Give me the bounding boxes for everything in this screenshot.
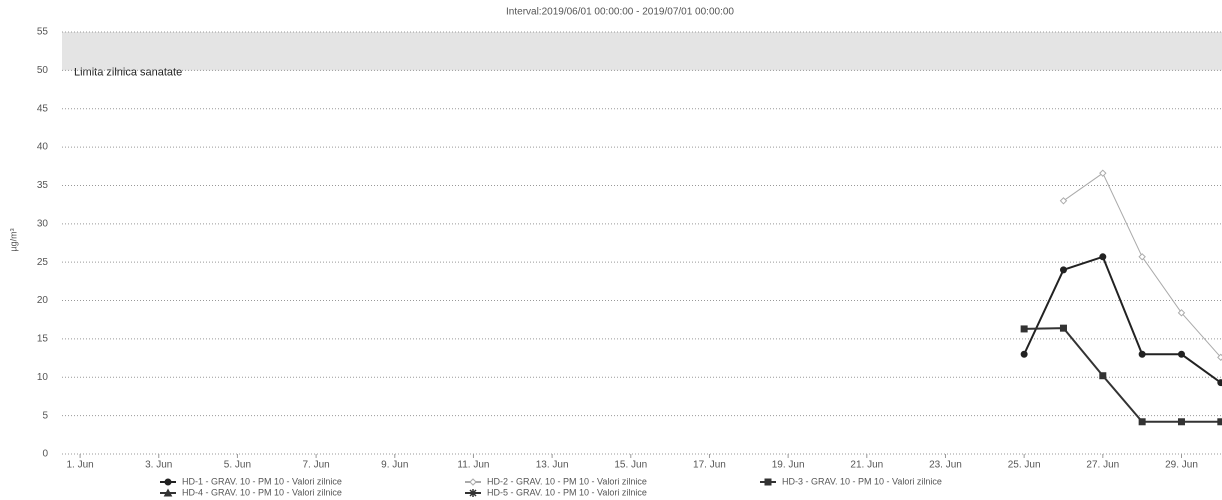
- x-tick-label: 15. Jun: [614, 460, 647, 471]
- point: [1020, 350, 1028, 358]
- plot-band: [62, 32, 1222, 71]
- x-tick-label: 5. Jun: [224, 460, 251, 471]
- x-tick-label: 29. Jun: [1165, 460, 1198, 471]
- x-tick-label: 19. Jun: [772, 460, 805, 471]
- plot-band-label: Limita zilnica sanatate: [74, 66, 182, 78]
- point: [1138, 253, 1146, 261]
- legend-item: HD-1 - GRAV. 10 - PM 10 - Valori zilnice: [160, 476, 342, 486]
- x-tick-label: 7. Jun: [302, 460, 329, 471]
- point: [163, 488, 173, 497]
- legend-label: HD-5 - GRAV. 10 - PM 10 - Valori zilnice: [487, 487, 647, 497]
- x-tick-label: 23. Jun: [929, 460, 962, 471]
- y-tick-label: 50: [37, 65, 49, 76]
- point: [1138, 350, 1146, 358]
- y-tick-label: 15: [37, 334, 49, 345]
- y-tick-label: 55: [37, 27, 49, 38]
- legend-label: HD-1 - GRAV. 10 - PM 10 - Valori zilnice: [182, 476, 342, 486]
- series-line: [1023, 255, 1222, 384]
- legend-label: HD-2 - GRAV. 10 - PM 10 - Valori zilnice: [487, 476, 647, 486]
- point: [469, 478, 477, 486]
- y-axis-label: µg/m³: [8, 228, 18, 251]
- point: [469, 489, 477, 497]
- point: [1099, 372, 1107, 380]
- legend-item: HD-3 - GRAV. 10 - PM 10 - Valori zilnice: [760, 476, 942, 486]
- point: [1217, 379, 1222, 387]
- x-tick-label: 1. Jun: [66, 460, 93, 471]
- y-tick-label: 20: [37, 295, 49, 306]
- y-tick-label: 40: [37, 142, 49, 153]
- legend-item: HD-5 - GRAV. 10 - PM 10 - Valori zilnice: [465, 487, 647, 497]
- x-tick-label: 25. Jun: [1008, 460, 1041, 471]
- y-tick-label: 5: [42, 410, 48, 421]
- x-tick-label: 11. Jun: [457, 460, 489, 471]
- point: [1099, 253, 1107, 261]
- point: [1217, 353, 1222, 362]
- point: [1177, 418, 1185, 426]
- legend-item: HD-2 - GRAV. 10 - PM 10 - Valori zilnice: [465, 476, 647, 486]
- y-tick-label: 25: [37, 257, 49, 268]
- x-tick-label: 13. Jun: [536, 460, 569, 471]
- point: [164, 478, 172, 486]
- point: [1217, 418, 1222, 426]
- y-tick-label: 0: [42, 449, 48, 460]
- point: [764, 478, 772, 486]
- point: [1059, 324, 1067, 332]
- point: [1138, 418, 1146, 426]
- legend-label: HD-4 - GRAV. 10 - PM 10 - Valori zilnice: [182, 487, 342, 497]
- x-tick-label: 21. Jun: [850, 460, 883, 471]
- x-tick-label: 17. Jun: [693, 460, 726, 471]
- point: [1177, 350, 1185, 358]
- point: [1020, 325, 1028, 333]
- series-line: [1024, 327, 1221, 423]
- x-tick-label: 3. Jun: [145, 460, 172, 471]
- x-tick-label: 9. Jun: [381, 460, 408, 471]
- y-tick-label: 30: [37, 218, 49, 229]
- y-tick-label: 10: [37, 372, 49, 383]
- point: [1059, 197, 1068, 205]
- point: [1099, 169, 1107, 177]
- point: [1177, 309, 1186, 317]
- series-line: [1063, 172, 1222, 358]
- x-tick-label: 27. Jun: [1086, 460, 1119, 471]
- point: [1059, 266, 1067, 274]
- y-tick-label: 35: [37, 180, 49, 191]
- y-tick-label: 45: [37, 103, 49, 114]
- chart-title: Interval:2019/06/01 00:00:00 - 2019/07/0…: [506, 7, 734, 18]
- legend-label: HD-3 - GRAV. 10 - PM 10 - Valori zilnice: [782, 476, 942, 486]
- legend-item: HD-4 - GRAV. 10 - PM 10 - Valori zilnice: [160, 487, 342, 497]
